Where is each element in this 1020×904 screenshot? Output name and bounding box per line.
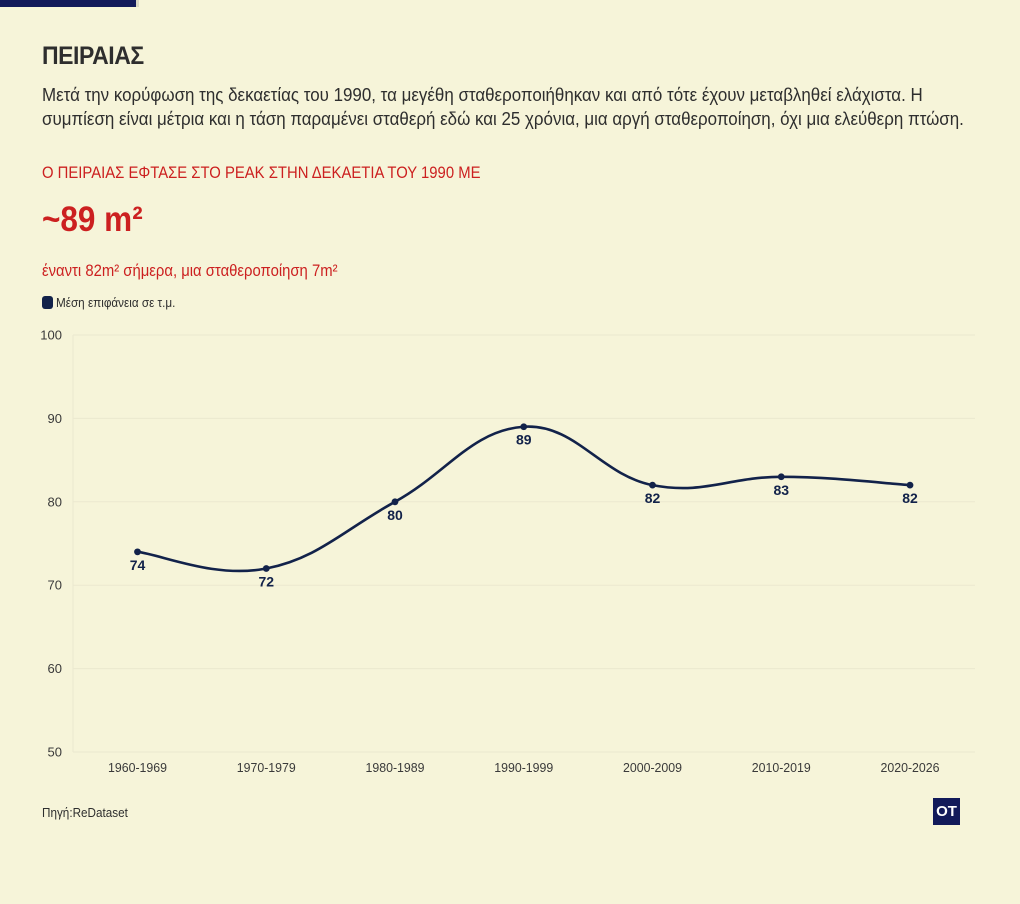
legend-swatch [42,296,53,309]
x-tick-label: 2000-2009 [623,760,682,775]
line-chart: 50 60 70 80 90 100 1960-1969 1970-1979 1980-1989… [40,328,975,775]
x-tick-label: 1960-1969 [108,760,167,775]
y-tick-label: 70 [48,578,62,593]
data-label: 72 [258,574,274,590]
y-tick-label: 80 [48,494,62,509]
data-label: 82 [645,490,661,506]
legend: Μέση επιφάνεια σε τ.μ. [42,295,189,310]
legend-label: Μέση επιφάνεια σε τ.μ. [56,295,176,310]
data-label: 83 [773,482,789,498]
y-tick-label: 60 [48,661,62,676]
x-tick-label: 2010-2019 [752,760,811,775]
data-point [520,423,528,431]
series-line [137,425,911,573]
peak-heading: Ο ΠΕΙΡΑΙΑΣ ΕΦΤΑΣΕ ΣΤΟ ΡΕΑΚ ΣΤΗΝ ΔΕΚΑΕΤΙΑ… [42,164,481,182]
x-tick-label: 1970-1979 [237,760,296,775]
data-point [391,498,399,506]
y-tick-label: 90 [48,411,62,426]
y-tick-label: 100 [40,328,62,343]
peak-value: ~89 m² [42,200,143,239]
x-tick-label: 1990-1999 [494,760,553,775]
brand-logo: OT [933,798,960,825]
x-tick-label: 2020-2026 [881,760,940,775]
data-point [134,548,141,556]
x-tick-label: 1980-1989 [366,760,425,775]
peak-sub-note: έναντι 82m² σήμερα, μια σταθεροποίηση 7m… [42,262,338,280]
y-tick-label: 50 [48,745,62,760]
top-accent-bar-shadow [136,0,139,7]
source-note: Πηγή:ReDataset [42,805,128,820]
data-point [777,473,785,481]
data-point [906,481,914,489]
data-point [262,565,270,572]
chart-description: Μετά την κορύφωση της δεκαετίας του 1990… [42,84,964,129]
chart-title: ΠΕΙΡΑΙΑΣ [42,42,144,70]
data-label: 74 [130,557,146,573]
top-accent-bar [0,0,136,7]
data-label: 89 [516,432,532,448]
data-label: 82 [902,490,918,506]
data-label: 80 [387,507,403,523]
data-point [649,481,656,489]
